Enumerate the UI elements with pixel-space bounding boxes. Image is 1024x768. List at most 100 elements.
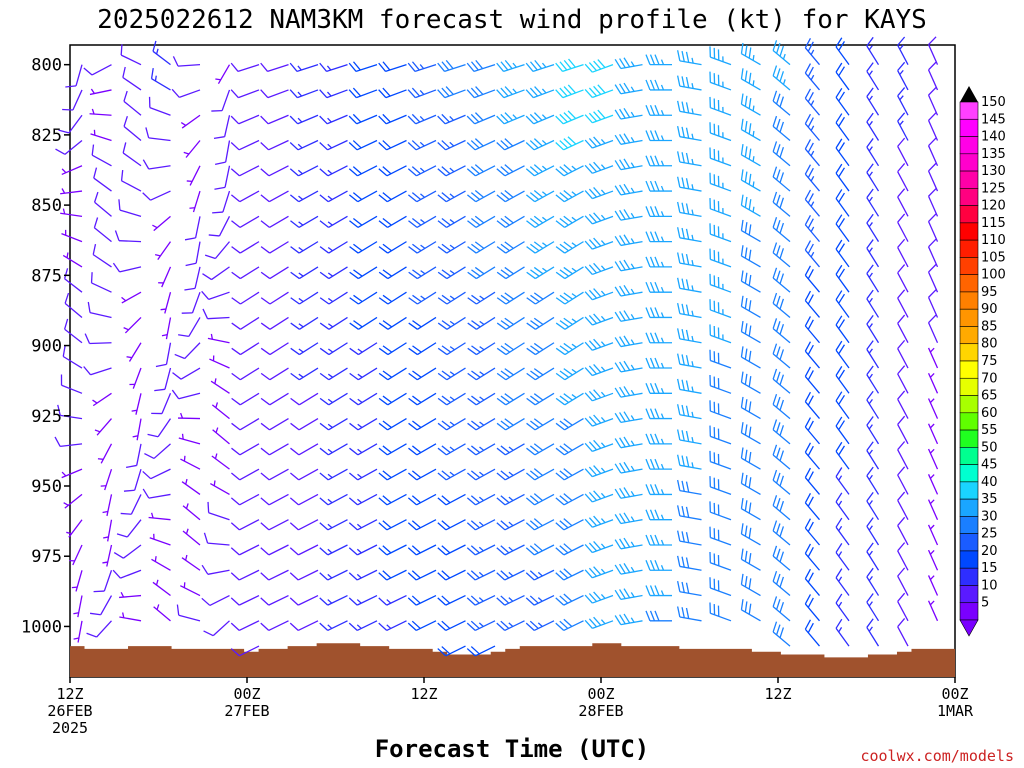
wind-barb bbox=[319, 468, 348, 481]
wind-barb bbox=[348, 87, 378, 99]
wind-barb bbox=[584, 59, 614, 73]
wind-barb bbox=[645, 130, 672, 142]
wind-barb bbox=[835, 87, 850, 116]
wind-barb bbox=[555, 84, 584, 99]
wind-barb bbox=[230, 519, 260, 531]
wind-barb bbox=[676, 530, 702, 546]
wind-barb bbox=[555, 443, 584, 456]
wind-barb bbox=[437, 113, 466, 125]
wind-barb bbox=[378, 291, 407, 305]
wind-barb bbox=[155, 342, 172, 368]
colorbar-tick-label: 140 bbox=[981, 130, 1006, 145]
wind-barb bbox=[525, 518, 555, 531]
wind-barb bbox=[835, 467, 850, 495]
wind-barb bbox=[645, 54, 672, 66]
wind-barb bbox=[289, 114, 319, 125]
wind-barb bbox=[772, 318, 791, 344]
wind-barb bbox=[112, 262, 142, 273]
wind-barb bbox=[740, 194, 761, 217]
colorbar-tick-label: 25 bbox=[981, 527, 998, 542]
wind-barb bbox=[835, 239, 850, 268]
wind-barb bbox=[676, 353, 702, 369]
wind-barb bbox=[319, 139, 348, 151]
wind-barb bbox=[526, 291, 555, 305]
wind-barb bbox=[230, 493, 260, 506]
wind-barb bbox=[496, 620, 525, 631]
wind-barb bbox=[772, 267, 791, 293]
wind-barb bbox=[211, 89, 231, 112]
wind-barb bbox=[772, 141, 791, 167]
wind-barb bbox=[676, 227, 702, 243]
wind-barb bbox=[102, 544, 113, 567]
wind-barb bbox=[772, 368, 791, 394]
y-tick-label: 975 bbox=[31, 547, 62, 567]
wind-barb bbox=[378, 87, 407, 99]
wind-barb bbox=[927, 474, 939, 495]
wind-barb bbox=[378, 468, 407, 481]
wind-barb bbox=[231, 316, 260, 330]
wind-barb bbox=[408, 215, 437, 228]
wind-barb bbox=[740, 93, 761, 116]
wind-barb bbox=[927, 372, 939, 394]
wind-barb bbox=[709, 425, 732, 445]
wind-barb bbox=[709, 172, 732, 192]
wind-barb bbox=[319, 367, 348, 381]
wind-barb bbox=[645, 433, 672, 445]
credit-text[interactable]: coolwx.com/models bbox=[860, 747, 1014, 765]
wind-barb bbox=[804, 594, 820, 622]
wind-barb bbox=[804, 417, 820, 445]
wind-barbs bbox=[54, 36, 939, 657]
wind-barb bbox=[645, 231, 672, 243]
chart-title: 2025022612 NAM3KM forecast wind profile … bbox=[97, 5, 927, 35]
wind-barb bbox=[496, 291, 525, 305]
wind-barb bbox=[496, 241, 525, 254]
colorbar-segment bbox=[959, 308, 979, 327]
wind-barb bbox=[260, 62, 289, 73]
wind-barb bbox=[230, 139, 260, 151]
wind-barb bbox=[466, 59, 496, 73]
y-tick-label: 1000 bbox=[21, 617, 62, 637]
wind-barb bbox=[555, 392, 584, 406]
wind-barb bbox=[496, 544, 525, 556]
wind-barb bbox=[260, 114, 289, 125]
colorbar-tick-label: 65 bbox=[981, 389, 998, 404]
wind-barb bbox=[866, 416, 880, 445]
wind-barb bbox=[113, 544, 142, 559]
wind-barb bbox=[614, 284, 643, 297]
wind-barb bbox=[154, 241, 172, 260]
wind-barb bbox=[897, 542, 909, 571]
wind-barb bbox=[897, 592, 909, 622]
wind-barb bbox=[73, 620, 83, 643]
wind-barb bbox=[289, 519, 319, 531]
wind-barb bbox=[182, 503, 201, 521]
wind-barb bbox=[835, 138, 850, 167]
wind-barb bbox=[260, 342, 289, 356]
wind-barb bbox=[555, 164, 584, 177]
wind-barb bbox=[178, 433, 201, 445]
wind-barb bbox=[866, 36, 880, 66]
wind-barb bbox=[349, 316, 378, 330]
wind-barb bbox=[676, 50, 702, 66]
colorbar-segment bbox=[959, 550, 979, 569]
wind-barb bbox=[151, 393, 172, 415]
wind-barb bbox=[676, 479, 702, 496]
wind-barb bbox=[772, 394, 791, 420]
wind-barb bbox=[496, 392, 525, 406]
wind-barb bbox=[645, 383, 672, 394]
wind-barb bbox=[189, 190, 201, 213]
wind-barb bbox=[614, 133, 643, 145]
wind-barb bbox=[804, 139, 820, 167]
wind-barb bbox=[231, 241, 260, 254]
wind-barb bbox=[319, 342, 348, 356]
wind-barb bbox=[348, 113, 378, 125]
wind-barb bbox=[55, 139, 83, 155]
wind-barb bbox=[119, 591, 142, 599]
wind-barb bbox=[202, 266, 230, 281]
wind-barb bbox=[378, 61, 407, 73]
wind-barb bbox=[645, 560, 672, 571]
wind-barb bbox=[212, 427, 230, 445]
wind-barb bbox=[772, 545, 791, 571]
wind-barb bbox=[525, 620, 555, 631]
wind-barb bbox=[54, 436, 83, 448]
wind-barb bbox=[804, 467, 820, 495]
